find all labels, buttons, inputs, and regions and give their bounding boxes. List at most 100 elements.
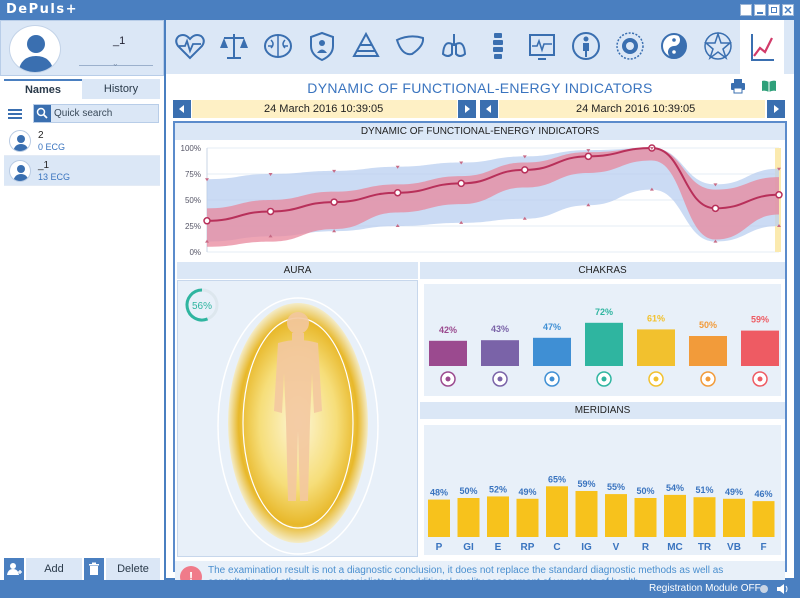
close-icon — [784, 6, 792, 14]
body-silhouette-icon[interactable] — [566, 26, 606, 66]
chakra-symbol-dot — [705, 376, 711, 382]
results-frame: DYNAMIC OF FUNCTIONAL-ENERGY INDICATORS … — [173, 121, 787, 594]
meridian-value-label: 46% — [754, 489, 772, 499]
chakra-star-icon[interactable] — [698, 26, 738, 66]
prev-date-left-button[interactable] — [173, 100, 191, 118]
app-title: DePuls+ — [6, 2, 78, 17]
sidebar-tabs: Names History — [4, 79, 160, 99]
chakra-value-label: 43% — [491, 324, 509, 334]
user-silhouette-icon — [13, 165, 29, 181]
close-button[interactable] — [782, 4, 794, 16]
search-input[interactable] — [54, 105, 158, 122]
patient-list: 2 0 ECG _1 13 ECG — [4, 126, 160, 186]
chakra-bar — [429, 340, 467, 366]
meridian-category-label: E — [495, 542, 502, 553]
patient-avatar — [9, 160, 31, 182]
chakra-value-label: 61% — [647, 313, 665, 323]
chakra-value-label: 72% — [595, 307, 613, 317]
chakra-bar — [585, 322, 623, 366]
date-left: 24 March 2016 10:39:05 — [264, 103, 384, 115]
printer-icon[interactable] — [730, 78, 746, 94]
meridian-value-label: 48% — [430, 488, 448, 498]
next-date-right-button[interactable] — [767, 100, 785, 118]
dynamic-chart-title: DYNAMIC OF FUNCTIONAL-ENERGY INDICATORS — [175, 123, 785, 140]
patient-name: _1 — [38, 160, 50, 171]
heart-pulse-icon[interactable] — [170, 26, 210, 66]
pyramid-icon[interactable] — [346, 26, 386, 66]
tab-names[interactable]: Names — [4, 79, 82, 99]
date-field-right[interactable] — [499, 100, 765, 118]
chevron-down-icon[interactable]: ⌄ — [112, 59, 119, 68]
arrow-left-icon — [179, 105, 184, 113]
chakra-value-label: 50% — [699, 320, 717, 330]
meridian-category-label: RP — [521, 542, 535, 553]
meridian-bar — [487, 496, 509, 537]
yin-yang-icon[interactable] — [654, 26, 694, 66]
trend-chart-icon[interactable] — [740, 20, 784, 74]
book-icon[interactable] — [761, 78, 777, 94]
user-name: _1 — [113, 35, 126, 47]
sun-mandala-icon[interactable] — [610, 26, 650, 66]
meridian-bar — [516, 498, 539, 537]
upper-marker — [268, 173, 273, 176]
upper-marker — [777, 167, 781, 171]
chakra-bar — [741, 330, 779, 366]
user-silhouette-icon — [18, 35, 54, 72]
patient-item[interactable]: 2 0 ECG — [4, 126, 160, 156]
y-tick-label: 25% — [185, 222, 201, 231]
list-menu-icon[interactable] — [8, 107, 22, 121]
chakra-symbol-dot — [601, 376, 607, 382]
meridian-value-label: 52% — [489, 484, 507, 494]
lower-marker — [649, 187, 654, 191]
date-field-left[interactable] — [192, 100, 457, 118]
trash-icon[interactable] — [84, 558, 104, 580]
arrow-right-icon — [465, 105, 470, 113]
search-row — [4, 104, 160, 124]
lower-marker — [395, 224, 400, 227]
upper-marker — [332, 169, 337, 173]
prev-date-right-button[interactable] — [480, 100, 498, 118]
lower-marker — [777, 224, 781, 227]
shield-icon[interactable] — [302, 26, 342, 66]
upper-marker — [395, 165, 400, 169]
meridian-bar — [693, 497, 716, 537]
add-button[interactable]: Add — [26, 558, 82, 580]
arrow-right-icon — [774, 105, 779, 113]
sidebar-actions: Add Delete — [4, 558, 160, 580]
brain-icon[interactable] — [258, 26, 298, 66]
spine-icon[interactable] — [478, 26, 518, 66]
minimize-button[interactable] — [754, 4, 766, 16]
upper-marker — [713, 183, 718, 187]
patient-item-selected[interactable]: _1 13 ECG — [4, 156, 160, 186]
search-button[interactable] — [34, 105, 51, 122]
chakras-chart: 42% 43% 47% 72% 61% 50% 59% — [424, 284, 781, 396]
add-user-icon[interactable] — [4, 558, 24, 580]
liver-icon[interactable] — [390, 26, 430, 66]
meridian-bar — [752, 501, 775, 537]
maximize-button[interactable] — [768, 4, 780, 16]
patient-name: 2 — [38, 130, 44, 141]
delete-button[interactable]: Delete — [106, 558, 160, 580]
chakras-panel: 42% 43% 47% 72% 61% 50% 59% — [420, 280, 785, 400]
series-line — [206, 146, 780, 222]
data-point — [457, 179, 465, 188]
upper-marker — [522, 155, 527, 159]
patient-sidebar: _1 ⌄ Names History 2 0 ECG _1 13 ECG — [0, 20, 164, 580]
scales-icon[interactable] — [214, 26, 254, 66]
arrow-left-icon — [486, 105, 491, 113]
chakra-bar — [637, 329, 675, 366]
speaker-icon[interactable] — [776, 583, 790, 595]
lungs-icon[interactable] — [434, 26, 474, 66]
chakra-bar — [481, 340, 519, 366]
settings-window-button[interactable] — [740, 4, 752, 16]
tab-history[interactable]: History — [82, 79, 160, 99]
search-box — [33, 104, 159, 123]
avatar[interactable] — [9, 25, 61, 73]
ecg-monitor-icon[interactable] — [522, 26, 562, 66]
meridian-value-label: 59% — [577, 479, 595, 489]
next-date-left-button[interactable] — [458, 100, 476, 118]
meridian-value-label: 49% — [518, 487, 536, 497]
meridian-bar — [428, 499, 450, 537]
meridian-value-label: 51% — [695, 485, 713, 495]
data-point — [330, 198, 338, 206]
